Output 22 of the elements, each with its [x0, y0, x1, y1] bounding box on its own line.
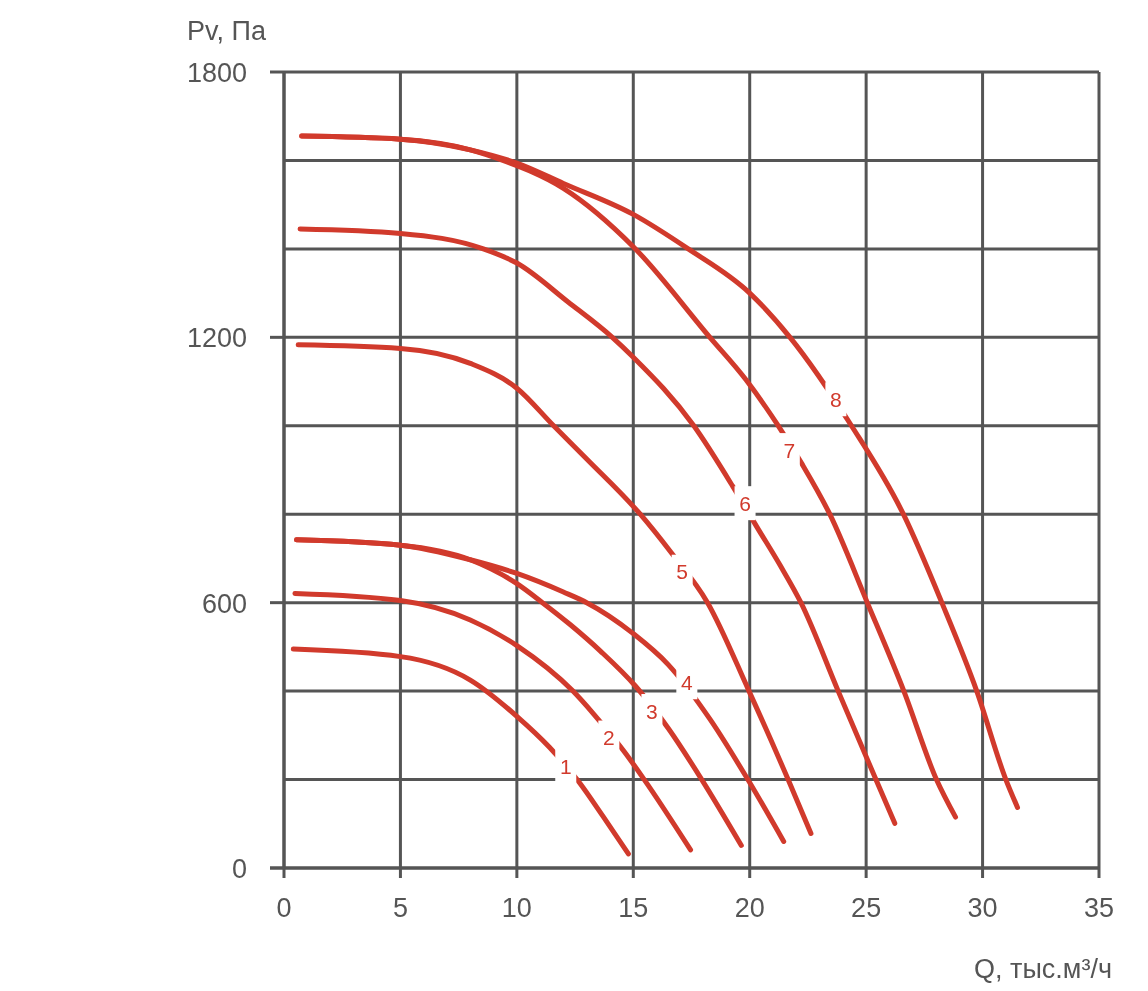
annotation: 5: [676, 560, 689, 584]
x-tick-label: 15: [618, 893, 649, 923]
annotation: 8: [830, 387, 842, 411]
y-tick-label: 0: [231, 854, 247, 884]
y-tick-label: 1800: [186, 58, 247, 88]
x-tick-label: 20: [734, 893, 765, 923]
y-axis-title: Pv, Па: [187, 16, 267, 46]
annotation: 6: [739, 491, 751, 515]
x-tick-label: 0: [276, 893, 292, 923]
annotation: 7: [783, 438, 796, 462]
annotation: 1: [559, 754, 572, 778]
x-tick-label: 5: [392, 893, 408, 923]
annotation: 4: [681, 670, 693, 694]
x-tick-label: 30: [967, 893, 998, 923]
y-tick-label: 1200: [186, 323, 247, 354]
annotation: 2: [602, 726, 615, 750]
x-tick-label: 25: [851, 893, 882, 923]
y-tick-label: 600: [201, 588, 247, 619]
x-axis-title: Q, тыс.м³/ч: [974, 954, 1112, 984]
x-tick-label: 35: [1083, 893, 1115, 923]
x-tick-label: 10: [501, 893, 532, 923]
annotation: 3: [646, 699, 658, 723]
